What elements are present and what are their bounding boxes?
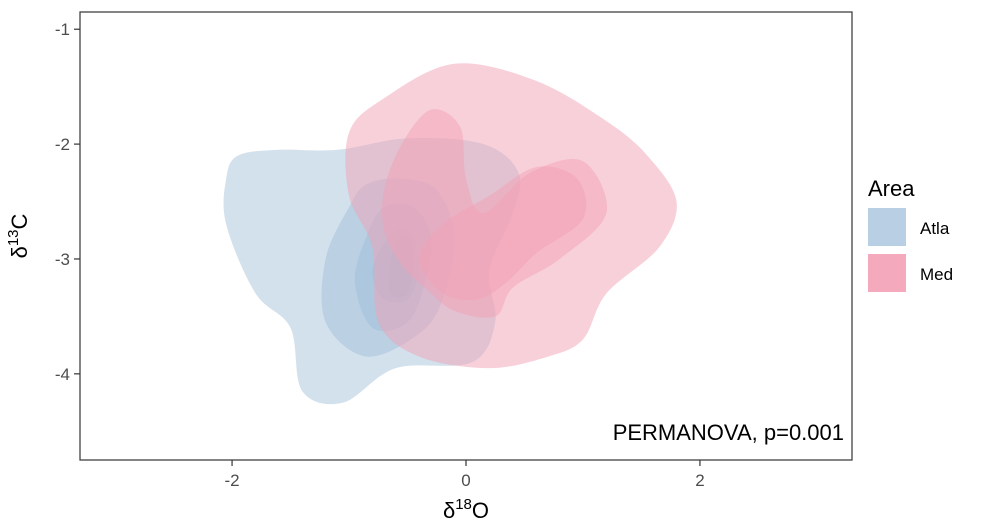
x-tick-label: 0	[461, 471, 470, 490]
x-axis-superscript: 18	[455, 496, 472, 513]
x-tick-label: 2	[695, 471, 704, 490]
series-med	[345, 63, 677, 369]
density-contours	[223, 63, 677, 405]
legend: Area Atla Med	[868, 176, 953, 292]
legend-key-med	[868, 254, 906, 292]
y-axis-symbol: δ	[7, 246, 32, 258]
y-axis-base: C	[7, 213, 32, 229]
axis-ticks: -2 0 2 -1 -2 -3 -4	[55, 20, 705, 490]
x-axis-base: O	[472, 498, 489, 523]
contour-med-level-3	[419, 166, 587, 301]
legend-title: Area	[868, 176, 915, 201]
legend-label-atla: Atla	[920, 219, 950, 238]
x-axis-title: δ18O	[443, 496, 489, 523]
legend-key-atla	[868, 208, 906, 246]
y-tick-label: -3	[55, 250, 70, 269]
x-axis-symbol: δ	[443, 498, 455, 523]
legend-label-med: Med	[920, 265, 953, 284]
x-tick-label: -2	[224, 471, 239, 490]
permanova-annotation: PERMANOVA, p=0.001	[613, 420, 844, 445]
y-tick-label: -1	[55, 20, 70, 39]
y-axis-superscript: 13	[5, 229, 22, 246]
y-tick-label: -4	[55, 365, 70, 384]
y-tick-label: -2	[55, 135, 70, 154]
y-axis-title: δ13C	[5, 213, 32, 258]
